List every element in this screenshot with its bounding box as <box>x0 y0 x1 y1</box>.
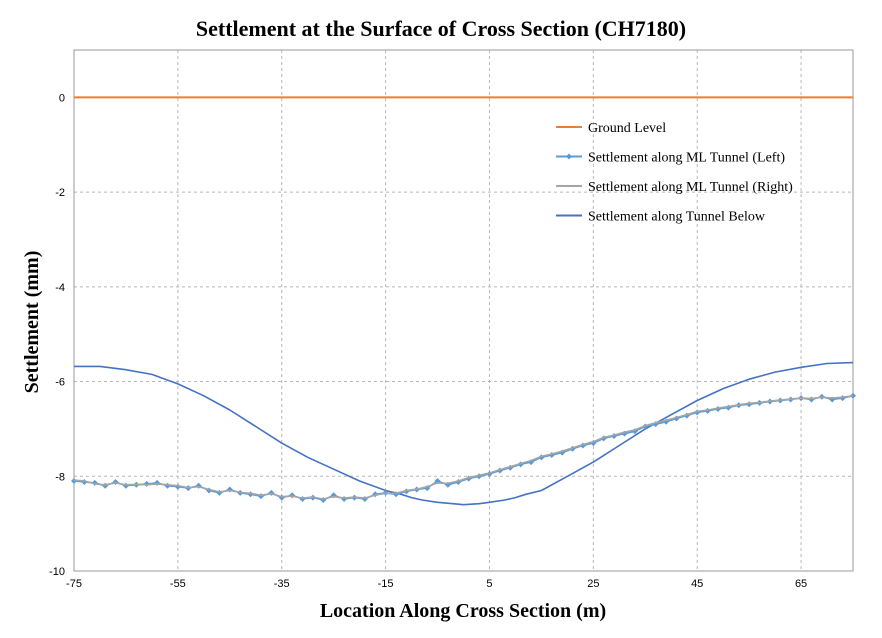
x-tick-label: -15 <box>378 578 394 590</box>
legend-label: Ground Level <box>588 121 666 136</box>
series-line-3 <box>74 361 854 506</box>
y-tick-label: -2 <box>55 187 65 199</box>
plot-frame <box>73 49 854 572</box>
y-tick-label: -4 <box>55 282 65 294</box>
x-tick-label: 65 <box>795 578 807 590</box>
y-axis-title: Settlement (mm) <box>21 251 43 394</box>
legend-marker <box>566 153 572 160</box>
y-tick-label: -10 <box>49 566 65 578</box>
legend-label: Settlement along Tunnel Below <box>588 210 766 225</box>
grid-layer <box>74 50 853 571</box>
series-point <box>850 392 856 399</box>
legend-label: Settlement along ML Tunnel (Right) <box>588 180 793 195</box>
x-tick-label: -75 <box>66 578 82 590</box>
x-tick-label: -55 <box>170 578 186 590</box>
x-tick-label: 5 <box>486 578 492 590</box>
series-line-2 <box>73 395 854 500</box>
legend-label: Settlement along ML Tunnel (Left) <box>588 151 785 166</box>
y-tick-label: -6 <box>55 377 65 389</box>
chart-title: Settlement at the Surface of Cross Secti… <box>196 16 686 41</box>
x-tick-label: 45 <box>691 578 703 590</box>
y-tick-label: 0 <box>59 92 65 104</box>
x-tick-label: -35 <box>274 578 290 590</box>
series-layer <box>71 96 856 506</box>
x-tick-label: 25 <box>587 578 599 590</box>
legend: Ground Level Settlement along ML Tunnel (… <box>556 121 793 225</box>
y-tick-labels: 0 -2 -4 -6 -8 -10 <box>49 92 65 578</box>
x-tick-labels: -75 -55 -35 -15 5 25 45 65 <box>66 578 807 590</box>
x-axis-title: Location Along Cross Section (m) <box>320 600 606 622</box>
y-tick-label: -8 <box>55 471 65 483</box>
